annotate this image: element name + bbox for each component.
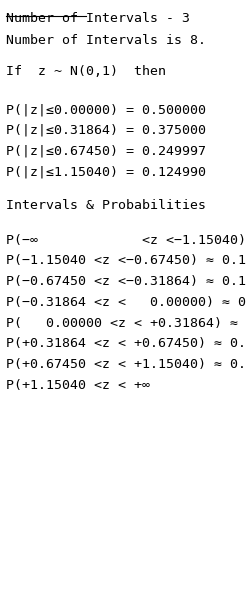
- Text: P(−0.67450 <z <−0.31864) ≈ 0.125: P(−0.67450 <z <−0.31864) ≈ 0.125: [6, 275, 246, 288]
- Text: P(+0.31864 <z < +0.67450) ≈ 0.125: P(+0.31864 <z < +0.67450) ≈ 0.125: [6, 337, 246, 350]
- Text: Intervals & Probabilities: Intervals & Probabilities: [6, 200, 206, 213]
- Text: P(−1.15040 <z <−0.67450) ≈ 0.125: P(−1.15040 <z <−0.67450) ≈ 0.125: [6, 254, 246, 267]
- Text: P(−∞             <z <−1.15040) ≈ 0.125: P(−∞ <z <−1.15040) ≈ 0.125: [6, 234, 246, 247]
- Text: P(|z|≤0.31864) = 0.375000: P(|z|≤0.31864) = 0.375000: [6, 124, 206, 137]
- Text: P(+1.15040 <z < +∞             ) ≈ 0.125: P(+1.15040 <z < +∞ ) ≈ 0.125: [6, 378, 246, 391]
- Text: P(−0.31864 <z <   0.00000) ≈ 0.125: P(−0.31864 <z < 0.00000) ≈ 0.125: [6, 296, 246, 309]
- Text: P(|z|≤1.15040) = 0.124990: P(|z|≤1.15040) = 0.124990: [6, 165, 206, 178]
- Text: P(   0.00000 <z < +0.31864) ≈ 0.125: P( 0.00000 <z < +0.31864) ≈ 0.125: [6, 317, 246, 330]
- Text: P(|z|≤0.67450) = 0.249997: P(|z|≤0.67450) = 0.249997: [6, 144, 206, 157]
- Text: Number of Intervals - 3: Number of Intervals - 3: [6, 12, 190, 25]
- Text: If  z ~ N(0,1)  then: If z ~ N(0,1) then: [6, 65, 166, 78]
- Text: P(+0.67450 <z < +1.15040) ≈ 0.125: P(+0.67450 <z < +1.15040) ≈ 0.125: [6, 358, 246, 371]
- Text: P(|z|≤0.00000) = 0.500000: P(|z|≤0.00000) = 0.500000: [6, 103, 206, 116]
- Text: Number of Intervals is 8.: Number of Intervals is 8.: [6, 34, 206, 47]
